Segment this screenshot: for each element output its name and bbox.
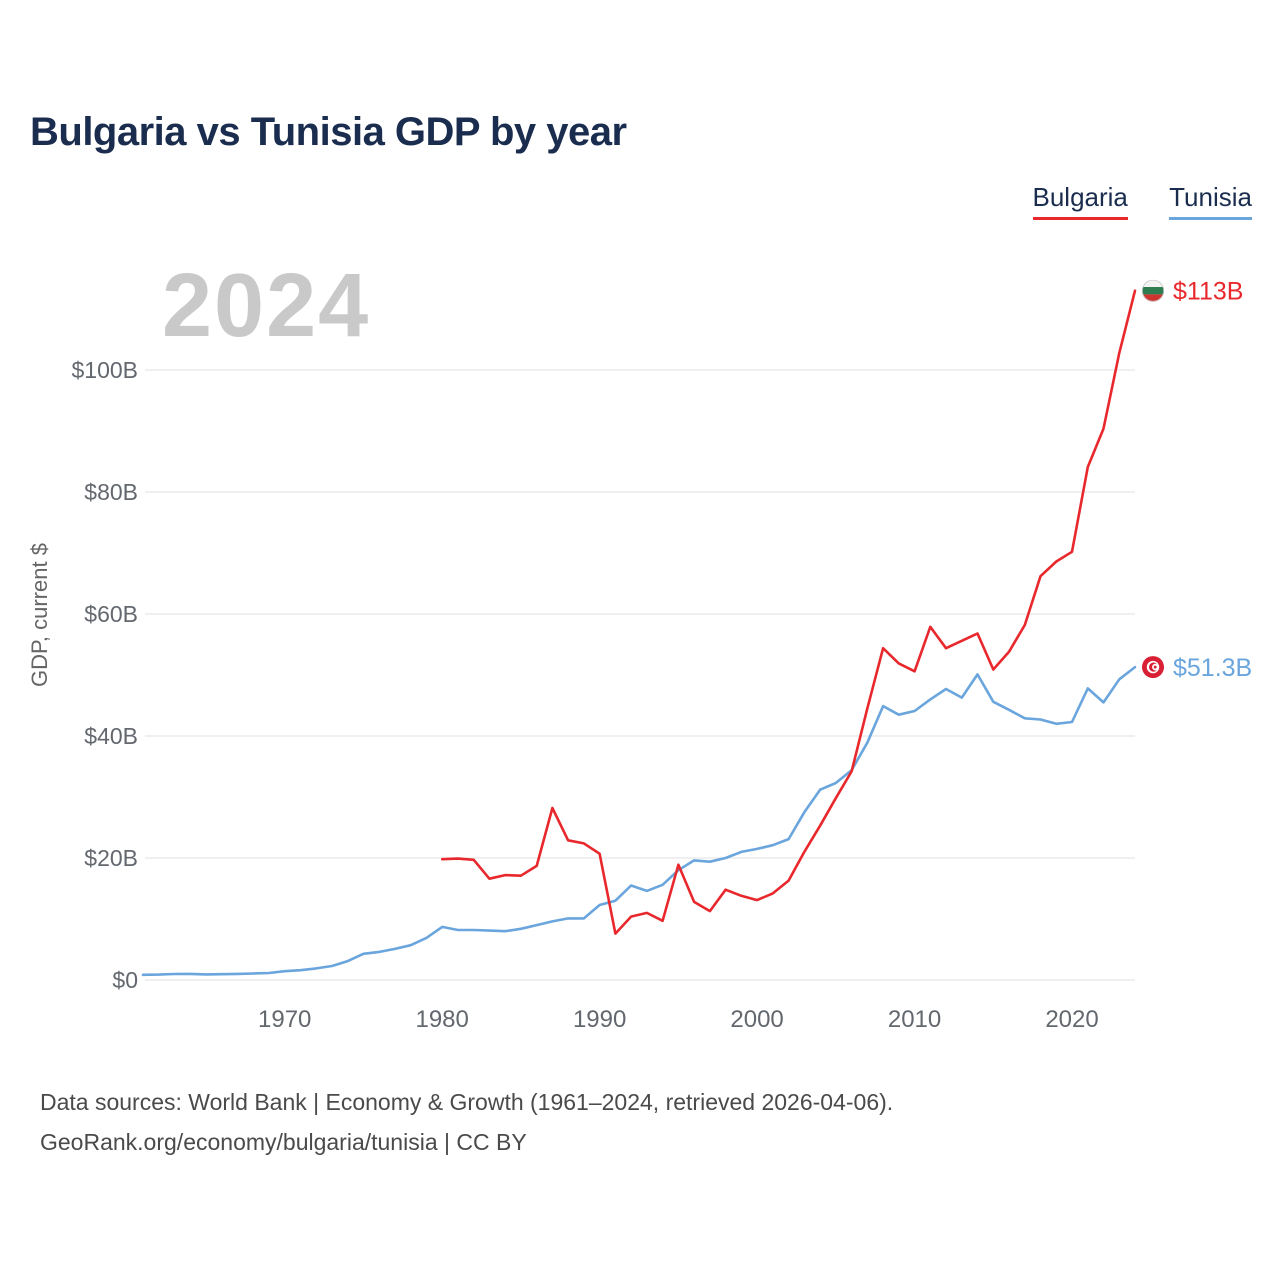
y-tick-label: $20B bbox=[84, 845, 138, 871]
x-tick-label: 1980 bbox=[415, 1006, 468, 1033]
chart-title: Bulgaria vs Tunisia GDP by year bbox=[30, 110, 627, 154]
bulgaria-end-label: $113B bbox=[1173, 278, 1243, 306]
y-tick-label: $80B bbox=[84, 479, 138, 505]
x-tick-label: 1990 bbox=[573, 1006, 626, 1033]
bulgaria-flag-icon bbox=[1142, 279, 1164, 302]
y-tick-label: $40B bbox=[84, 723, 138, 749]
legend-item-tunisia[interactable]: Tunisia bbox=[1169, 182, 1252, 220]
x-tick-label: 1970 bbox=[258, 1006, 311, 1033]
bulgaria-line bbox=[440, 289, 1137, 935]
x-tick-label: 2000 bbox=[730, 1006, 783, 1033]
year-watermark: 2024 bbox=[162, 256, 371, 356]
y-tick-label: $60B bbox=[84, 601, 138, 627]
x-tick-label: 2010 bbox=[888, 1006, 941, 1033]
tunisia-flag-icon bbox=[1142, 656, 1164, 679]
gdp-line-chart: $0 $20B $40B $60B $80B $100B 1970 1980 1990 2000 2… bbox=[71, 278, 1252, 1033]
y-tick-label: $0 bbox=[112, 967, 138, 993]
legend-item-bulgaria[interactable]: Bulgaria bbox=[1032, 182, 1128, 220]
x-tick-label: 2020 bbox=[1045, 1006, 1098, 1033]
footer: Data sources: World Bank | Economy & Gro… bbox=[40, 1082, 893, 1162]
y-tick-label: $100B bbox=[71, 357, 138, 383]
footer-attribution: GeoRank.org/economy/bulgaria/tunisia | C… bbox=[40, 1129, 527, 1155]
footer-sources: Data sources: World Bank | Economy & Gro… bbox=[40, 1089, 894, 1115]
legend: Bulgaria Tunisia bbox=[999, 182, 1252, 220]
tunisia-end-label: $51.3B bbox=[1173, 654, 1252, 682]
tunisia-line bbox=[141, 665, 1137, 977]
